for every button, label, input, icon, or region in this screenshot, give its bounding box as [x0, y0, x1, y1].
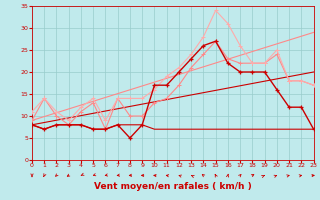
X-axis label: Vent moyen/en rafales ( km/h ): Vent moyen/en rafales ( km/h ) — [94, 182, 252, 191]
